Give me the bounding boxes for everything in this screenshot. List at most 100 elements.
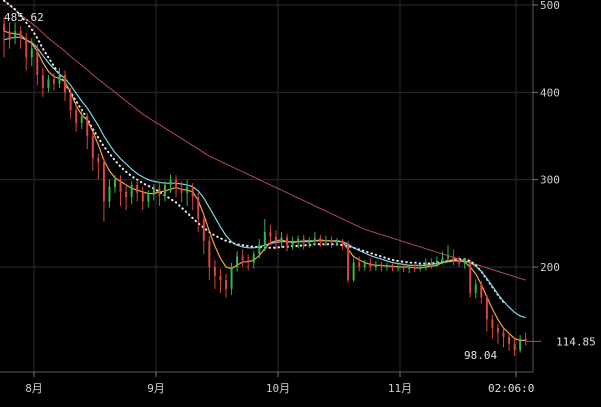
candle-body	[385, 265, 388, 267]
ma-mid-line	[3, 36, 526, 319]
candle-body	[14, 31, 17, 39]
candle-body	[496, 328, 499, 333]
candle-body	[208, 240, 211, 267]
candle-body	[25, 38, 28, 58]
candle-body	[158, 188, 161, 196]
candle-body	[286, 237, 289, 246]
candle-body	[441, 258, 444, 261]
annotations: 485.62 98.04 114.85 02:06:0	[4, 11, 596, 395]
high-price-label: 485.62	[4, 11, 44, 24]
candle-body	[352, 262, 355, 281]
candle-body	[269, 232, 272, 237]
candle-body	[102, 162, 105, 202]
candle-body	[58, 74, 61, 84]
candle-body	[419, 266, 422, 269]
candle-body	[136, 184, 139, 193]
candle-body	[108, 186, 111, 202]
candle-body	[263, 232, 266, 246]
candle-body	[330, 239, 333, 243]
candle-body	[463, 261, 466, 264]
grid	[0, 0, 533, 372]
candle-body	[469, 261, 472, 294]
candle-body	[491, 319, 494, 329]
candle-body	[163, 184, 166, 196]
candle-body	[141, 192, 144, 202]
candle-body	[413, 267, 416, 269]
candle-body	[363, 262, 366, 267]
candle-body	[336, 240, 338, 243]
candle-body	[52, 79, 55, 84]
candle-body	[247, 260, 250, 263]
candle-body	[241, 256, 244, 261]
candle-body	[424, 262, 427, 267]
candle-body	[36, 48, 39, 75]
candle-body	[169, 179, 172, 185]
candle-body	[480, 284, 483, 298]
candle-body	[297, 239, 300, 243]
candle-body	[347, 244, 350, 281]
ma-short-line	[3, 30, 526, 341]
candle-body	[91, 136, 94, 158]
y-tick-label: 500	[540, 0, 560, 12]
candle-body	[175, 179, 178, 189]
candle-body	[474, 284, 477, 294]
candle-body	[125, 191, 128, 198]
candle-body	[8, 31, 11, 40]
candle-body	[524, 338, 527, 342]
candle-body	[519, 338, 522, 350]
candle-body	[369, 262, 372, 267]
candle-body	[430, 262, 433, 265]
candle-body	[119, 179, 122, 192]
candle-body	[313, 238, 316, 241]
candle-body	[47, 79, 50, 88]
candle-body	[508, 336, 511, 344]
candle-body	[130, 184, 133, 198]
candle-body	[186, 186, 189, 193]
candle-body	[180, 188, 183, 193]
candle-body	[358, 262, 361, 267]
y-tick-label: 200	[540, 261, 560, 274]
candle-body	[258, 245, 261, 254]
candle-body	[236, 256, 239, 267]
candle-body	[435, 260, 438, 265]
candle-body	[447, 256, 449, 259]
low-price-label: 98.04	[464, 349, 497, 362]
candle-body	[291, 242, 294, 246]
candle-body	[30, 48, 33, 58]
candle-body	[308, 240, 311, 244]
last-price-label: 114.85	[556, 335, 596, 348]
x-tick-label: 10月	[266, 382, 290, 395]
candle-body	[302, 239, 305, 244]
candle-body	[64, 74, 67, 93]
candle-body	[252, 253, 255, 263]
candle-body	[202, 218, 205, 241]
x-tick-label: 11月	[388, 382, 412, 395]
candle-body	[391, 265, 394, 268]
candle-body	[213, 267, 216, 276]
candle-body	[219, 275, 222, 281]
candle-body	[3, 24, 5, 32]
candle-body	[274, 236, 277, 241]
candle-body	[513, 343, 516, 350]
candle-body	[19, 31, 22, 39]
axes: 500 400 300 200 8月 9月 10月 11月	[0, 0, 560, 395]
candle-body	[280, 237, 283, 241]
candle-body	[397, 266, 400, 268]
candle-body	[197, 197, 200, 219]
candle-body	[225, 280, 227, 289]
candle-body	[408, 267, 411, 269]
candle-body	[191, 186, 194, 198]
candle-body	[152, 188, 155, 195]
candle-body	[380, 264, 383, 267]
candle-body	[452, 256, 455, 261]
candle-body	[41, 74, 44, 88]
candle-body	[75, 109, 78, 123]
candle-body	[97, 157, 100, 163]
candle-body	[341, 240, 344, 245]
y-tick-label: 400	[540, 86, 560, 99]
candles	[3, 17, 527, 357]
x-tick-label: 9月	[147, 382, 165, 395]
candle-body	[374, 264, 377, 267]
candle-body	[69, 92, 72, 110]
